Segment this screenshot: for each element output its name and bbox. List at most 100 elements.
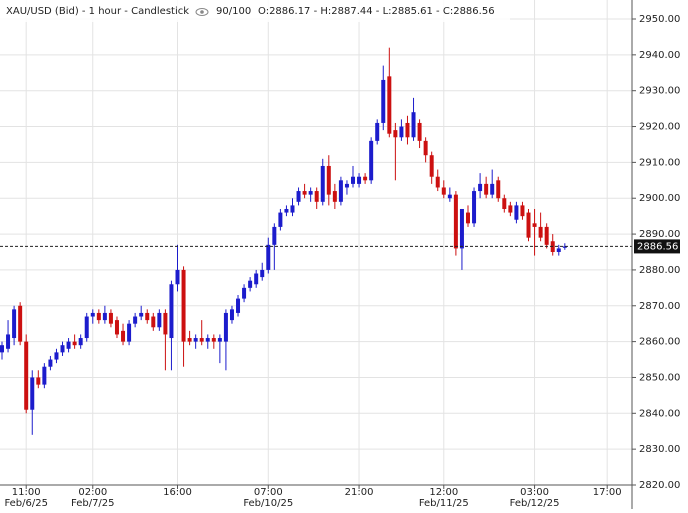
zoom-icon[interactable] [195, 8, 209, 16]
x-date-label: Feb/12/25 [510, 498, 560, 509]
candle-body [302, 191, 307, 195]
candle-body [78, 338, 83, 346]
candle-body [84, 316, 89, 339]
header-bg [0, 0, 510, 22]
candle-body [472, 191, 477, 224]
y-tick-label: 2860.00 [639, 337, 680, 348]
candle-body [175, 269, 180, 285]
candle-body [266, 244, 271, 270]
candle-body [429, 155, 434, 177]
candle-body [338, 180, 343, 202]
candle-body [254, 273, 259, 285]
candle-body [562, 246, 567, 248]
last-price-box [634, 239, 680, 254]
candle-body [145, 312, 150, 321]
candle-body [248, 280, 253, 288]
candle-body [351, 176, 356, 184]
x-tick-label: 12:00 [429, 487, 458, 498]
y-tick-label: 2850.00 [639, 372, 680, 383]
candle-body [90, 312, 95, 317]
candle-body [544, 226, 549, 245]
x-tick-label: 02:00 [78, 487, 107, 498]
y-tick-label: 2830.00 [639, 444, 680, 455]
zoom-level: 90/100 [216, 6, 251, 17]
candle-body [296, 191, 301, 202]
candle-body [399, 126, 404, 138]
candle-body [66, 341, 71, 349]
candle-body [375, 122, 380, 141]
candle-body [48, 359, 53, 367]
candle-body [514, 205, 519, 220]
candle-body [556, 248, 561, 252]
x-tick-label: 17:00 [593, 487, 622, 498]
candle-body [423, 140, 428, 156]
candle-body [151, 316, 156, 328]
y-tick-label: 2870.00 [639, 301, 680, 312]
candle-body [284, 208, 289, 213]
candle-body [24, 341, 29, 410]
candle-body [308, 191, 313, 195]
candle-body [369, 140, 374, 181]
candle-body [187, 338, 192, 342]
x-tick-label: 03:00 [520, 487, 549, 498]
candle-body [30, 377, 35, 410]
candle-body [496, 180, 501, 199]
candle-body [417, 122, 422, 141]
candle-body [114, 320, 119, 335]
y-tick-label: 2930.00 [639, 86, 680, 97]
y-tick-label: 2880.00 [639, 265, 680, 276]
candle-body [478, 183, 483, 192]
candle-body [484, 183, 489, 195]
y-tick-label: 2940.00 [639, 50, 680, 61]
candle-body [441, 187, 446, 195]
candle-body [96, 312, 101, 321]
candle-body [236, 298, 241, 313]
candle-body [211, 338, 216, 342]
candle-body [393, 130, 398, 138]
candle-body [127, 323, 132, 342]
candle-body [459, 208, 464, 249]
candle-body [447, 194, 452, 199]
candle-body [502, 198, 507, 209]
candle-body [181, 269, 186, 342]
candles [0, 47, 632, 435]
candle-body [199, 338, 204, 342]
candle-body [121, 330, 126, 342]
candle-body [54, 352, 59, 360]
x-date-label: Feb/7/25 [71, 498, 115, 509]
candle-body [42, 366, 47, 385]
candle-body [242, 287, 247, 299]
candle-body [453, 194, 458, 249]
candle-body [229, 309, 234, 321]
candle-body [405, 122, 410, 138]
ohlc-readout: O:2886.17 - H:2887.44 - L:2885.61 - C:28… [258, 6, 495, 17]
candle-body [60, 345, 65, 353]
y-tick-label: 2910.00 [639, 157, 680, 168]
candle-body [344, 183, 349, 188]
candle-body [326, 165, 331, 195]
candle-body [157, 312, 162, 328]
candle-body [108, 312, 113, 324]
candle-body [272, 226, 277, 245]
candle-body [526, 212, 531, 238]
candle-body [205, 338, 210, 342]
x-date-label: Feb/10/25 [243, 498, 293, 509]
candle-body [320, 165, 325, 202]
candle-body [72, 341, 77, 346]
candle-body [6, 334, 11, 349]
candle-body [490, 183, 495, 195]
candle-body [411, 112, 416, 138]
x-tick-label: 21:00 [345, 487, 374, 498]
candle-body [314, 191, 319, 202]
candle-body [193, 338, 198, 342]
candle-body [278, 212, 283, 227]
candle-body [163, 312, 168, 335]
candle-body [260, 269, 265, 278]
candle-body [133, 316, 138, 324]
chart-title: XAU/USD (Bid) - 1 hour - Candlestick [6, 6, 189, 17]
candle-body [465, 212, 470, 224]
candle-body [435, 176, 440, 188]
candle-body [520, 205, 525, 217]
